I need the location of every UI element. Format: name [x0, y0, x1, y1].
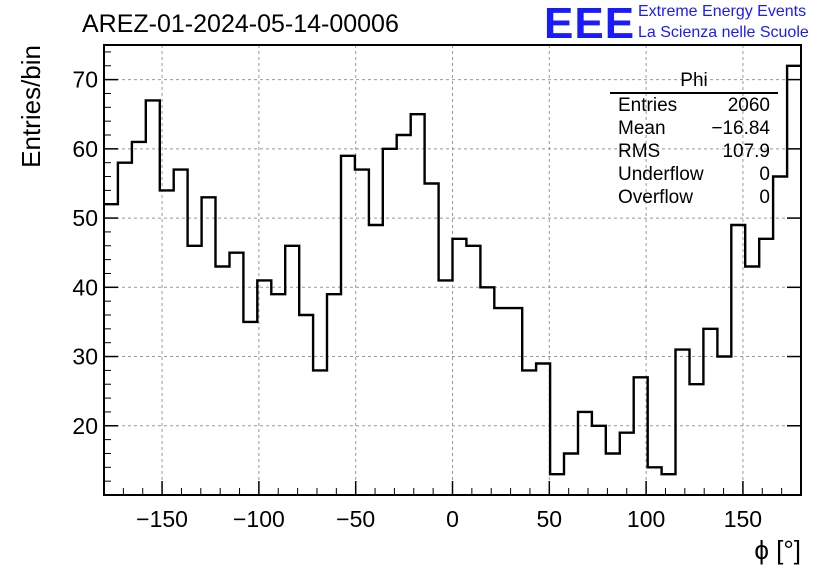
stats-value: −16.84	[711, 118, 770, 139]
y-tick-label: 70	[72, 67, 98, 93]
run-title: AREZ-01-2024-05-14-00006	[82, 10, 399, 38]
y-axis-label: Entries/bin	[16, 45, 46, 168]
x-tick-label: −50	[336, 506, 375, 532]
x-tick-label: 50	[537, 506, 563, 532]
stats-value: 0	[759, 164, 770, 185]
stats-box-title: Phi	[610, 70, 778, 94]
histogram-series	[104, 64, 801, 476]
stats-label: Underflow	[618, 164, 704, 185]
x-tick-label: −150	[136, 506, 188, 532]
y-tick-label: 50	[72, 205, 98, 231]
y-tick-label: 20	[72, 413, 98, 439]
axis-ticks	[103, 51, 802, 495]
stats-row-rms: RMS 107.9	[610, 140, 778, 163]
stats-value: 107.9	[722, 141, 770, 162]
y-tick-label: 40	[72, 274, 98, 300]
tick-labels: −150 −100 −50 0 50 100 150 20 30 40 50 60 70	[72, 67, 762, 532]
x-tick-label: 0	[446, 506, 459, 532]
stats-row-overflow: Overflow 0	[610, 186, 778, 209]
stats-label: Mean	[618, 118, 666, 139]
x-axis-label: ϕ [°]	[754, 535, 801, 565]
logo-tagline-top: Extreme Energy Events	[638, 3, 807, 20]
stats-value: 2060	[727, 95, 770, 116]
x-tick-label: 100	[627, 506, 665, 532]
stats-box: Phi Entries 2060 Mean −16.84 RMS 107.9 U…	[610, 70, 778, 209]
stats-label: Entries	[618, 95, 678, 116]
y-tick-label: 60	[72, 136, 98, 162]
stats-row-entries: Entries 2060	[610, 94, 778, 117]
grid-lines	[104, 45, 801, 495]
stats-value: 0	[759, 187, 770, 208]
stats-row-mean: Mean −16.84	[610, 117, 778, 140]
x-tick-label: −100	[233, 506, 285, 532]
stats-row-underflow: Underflow 0	[610, 163, 778, 186]
stats-label: RMS	[618, 141, 661, 162]
y-tick-label: 30	[72, 344, 98, 370]
stats-label: Overflow	[618, 187, 693, 208]
logo-tagline-bottom: La Scienza nelle Scuole	[638, 24, 809, 41]
eee-logo: EEE	[544, 0, 636, 48]
plot-frame	[103, 44, 802, 496]
x-tick-label: 150	[724, 506, 762, 532]
